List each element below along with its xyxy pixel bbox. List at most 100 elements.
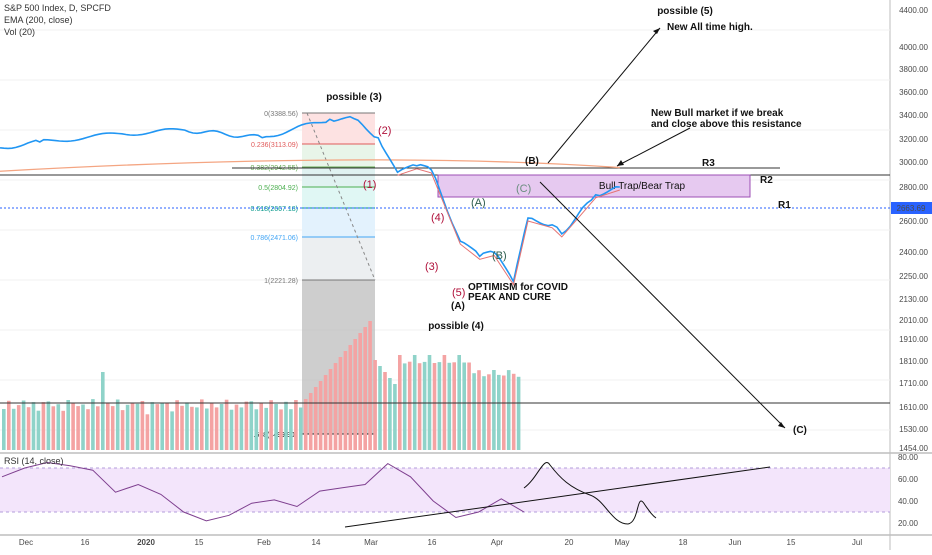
volume-indicator-title[interactable]: Vol (20) [4,27,35,37]
price-tick: 2400.00 [899,248,928,257]
rsi-tick: 40.00 [898,497,919,506]
volume-bar [378,366,382,450]
volume-bar [373,360,377,450]
projection-down-arrowhead [778,422,785,428]
fib-zone-05-0618 [302,187,375,208]
volume-bar [487,374,491,450]
r2-label: R2 [760,175,773,186]
volume-bar [358,333,362,450]
fib-zone-0236-0382 [302,144,375,167]
volume-bar [91,399,95,450]
volume-bar [170,411,174,450]
volume-bar [368,321,372,450]
volume-bar [7,400,11,450]
volume-bar [155,404,160,450]
rsi-line [1,461,525,522]
volume-bar [313,387,318,450]
volume-bar [506,370,511,450]
volume-bar [269,400,273,450]
volume-bar [66,400,70,450]
price-axis[interactable]: 4400.00 4000.00 3800.00 3600.00 3400.00 3200.… [899,6,928,453]
volume-bar [328,369,333,450]
volume-bar [96,406,100,450]
last-price-label: 2663.69 [897,204,926,213]
volume-bar [11,408,16,450]
volume-bar [219,404,224,450]
volume-bars [2,321,521,450]
wave-5-label: (5) [452,287,465,299]
bull-trap-box[interactable] [437,174,751,198]
volume-bar [264,407,268,450]
fib-zone-0-0236 [302,113,375,144]
price-tick: 4000.00 [899,43,928,52]
wave-b-label: (B) [492,250,507,262]
price-tick: 2010.00 [899,316,928,325]
volume-bar [299,407,303,450]
time-tick: Dec [19,538,33,547]
volume-bar [318,381,323,450]
time-tick: Mar [364,538,378,547]
volume-bar [393,384,397,450]
big-a-label: (A) [451,301,465,312]
optimism-line2: PEAK AND CURE [468,292,551,303]
volume-bar [308,393,313,450]
volume-bar [41,402,46,450]
volume-bar [244,401,249,450]
rsi-trendline [344,466,771,528]
volume-bar [110,406,115,450]
volume-bar [209,403,214,450]
volume-bar [125,404,130,450]
bull-market-line1: New Bull market if we break [651,108,784,119]
volume-bar [511,373,516,450]
fib-label-1618: 1.618(1499.90) [250,432,297,439]
r1-label: R1 [778,200,791,211]
volume-bar [279,409,283,450]
time-tick: 16 [81,538,90,547]
volume-bar [229,409,234,450]
volume-bar [437,362,442,450]
price-tick: 3600.00 [899,88,928,97]
time-tick: May [614,538,629,547]
volume-bar [2,409,6,450]
possible-5-label: possible (5) [657,6,713,17]
time-tick: 16 [428,538,437,547]
bull-market-line2: and close above this resistance [651,119,802,130]
price-tick: 2800.00 [899,183,928,192]
wave-4-label: (4) [431,212,444,224]
volume-bar [214,407,219,450]
rsi-title[interactable]: RSI (14, close) [4,456,64,466]
volume-bar [363,327,367,450]
volume-bar [190,406,194,450]
volume-bar [477,370,481,450]
volume-bar [516,376,521,450]
projection-up-line [547,27,661,164]
volume-bar [383,372,387,450]
volume-bar [165,403,169,450]
big-c-label: (C) [793,425,807,436]
volume-bar [61,410,65,450]
volume-bar [472,373,476,450]
price-tick: 1810.00 [899,357,928,366]
volume-bar [353,339,357,450]
symbol-title[interactable]: S&P 500 Index, D, SPCFD [4,3,111,13]
fib-label-0: 0(3388.56) [264,111,298,118]
wave-count-line [397,168,620,286]
volume-bar [21,400,26,450]
price-tick: 4400.00 [899,6,928,15]
volume-bar [492,370,496,450]
projection-down-line [539,181,786,429]
rsi-band [0,468,890,512]
time-axis[interactable]: Dec 16 2020 15 Feb 14 Mar 16 Apr 20 May 18 Jun 15 Jul [19,538,862,547]
wave-a-label: (A) [471,197,486,209]
volume-bar [81,404,85,450]
volume-bar [160,402,164,450]
volume-bar [502,375,506,450]
rsi-tick: 60.00 [898,475,919,484]
time-tick: Feb [257,538,271,547]
r3-label: R3 [702,158,715,169]
rsi-axis[interactable]: 80.00 60.00 40.00 20.00 [898,453,919,528]
ema-indicator-title[interactable]: EMA (200, close) [4,15,73,25]
price-tick: 1910.00 [899,335,928,344]
